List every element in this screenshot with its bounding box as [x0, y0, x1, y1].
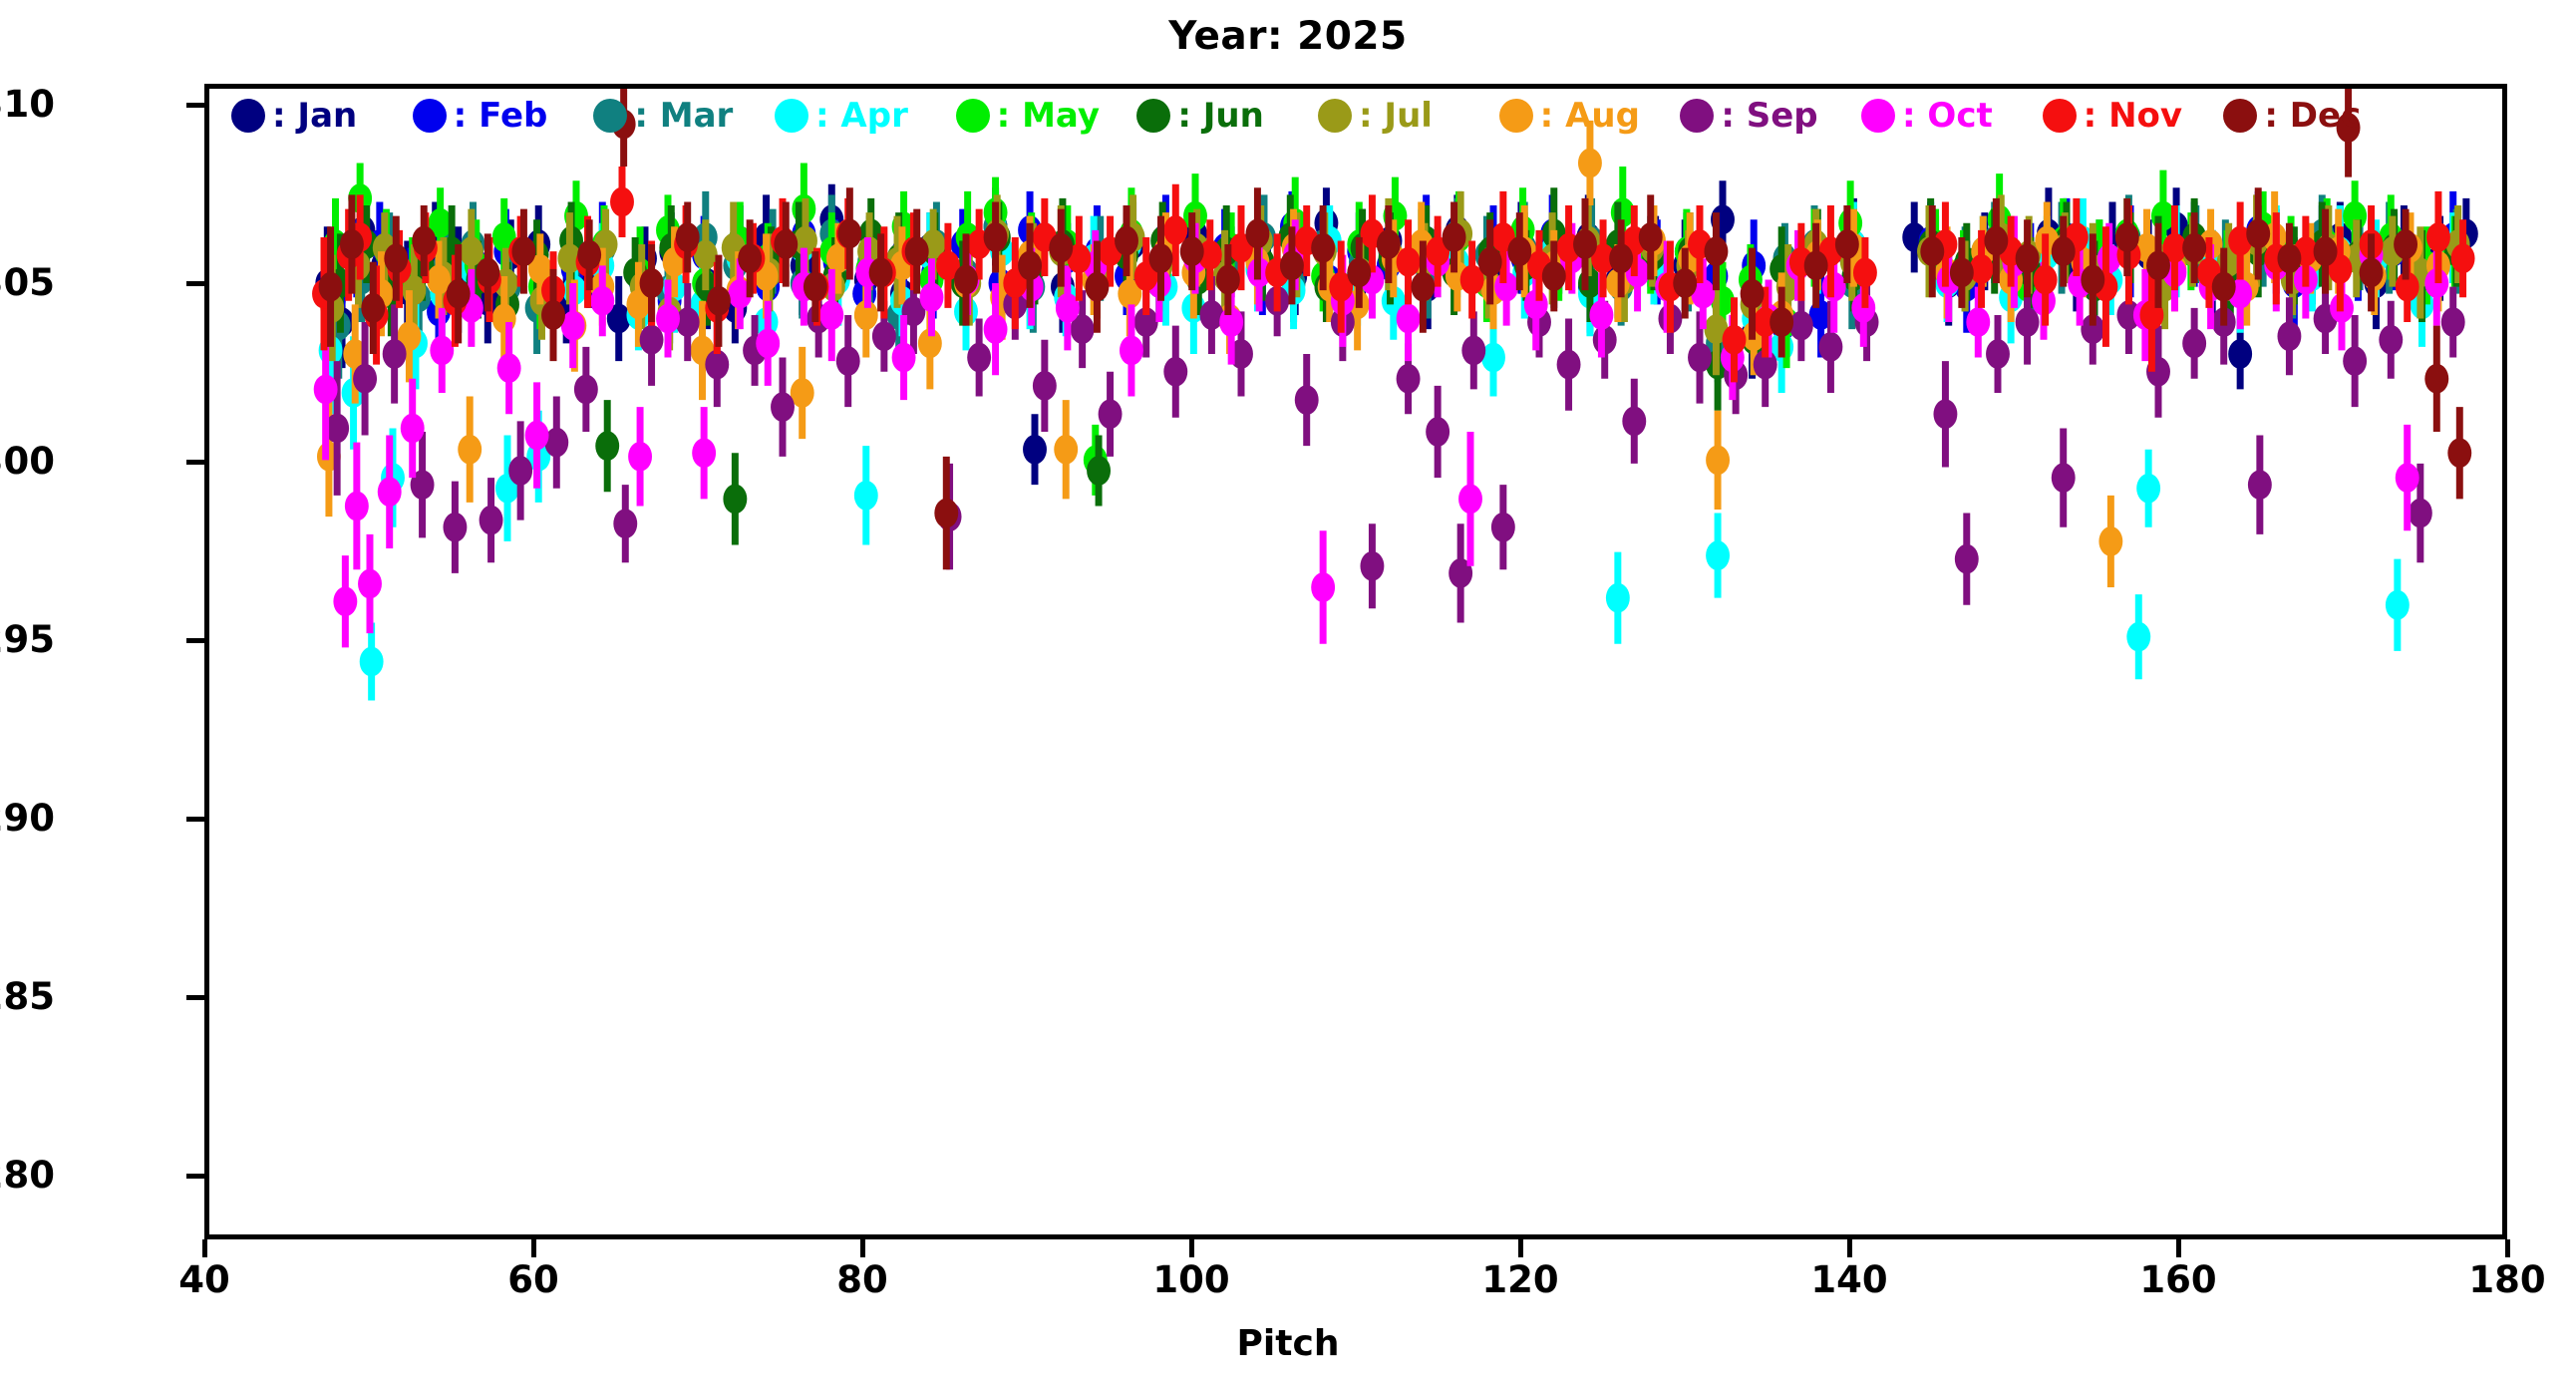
y-tick-label: 305: [0, 261, 55, 305]
y-axis-label-wrap: 4RT710T: [40, 84, 100, 1239]
series-aug: [316, 120, 2450, 588]
y-tick-mark: [186, 281, 204, 287]
plot-area[interactable]: : Jan: Feb: Mar: Apr: May: Jun: Jul: Aug…: [204, 84, 2507, 1239]
x-tick-mark: [2176, 1239, 2181, 1257]
series-dec: [318, 89, 2472, 570]
x-tick-label: 140: [1810, 1258, 1888, 1301]
page-title: Year: 2025: [1168, 14, 1408, 59]
x-tick-mark: [202, 1239, 207, 1257]
x-tick-label: 120: [1481, 1258, 1559, 1301]
x-tick-label: 40: [178, 1258, 230, 1301]
scatter-canvas: [312, 89, 2478, 701]
x-tick-mark: [1518, 1239, 1523, 1257]
x-tick-label: 60: [507, 1258, 559, 1301]
y-tick-mark: [186, 638, 204, 644]
y-tick-mark: [186, 1173, 204, 1179]
y-tick-label: 290: [0, 796, 55, 840]
x-tick-label: 80: [836, 1258, 888, 1301]
y-tick-label: 280: [0, 1153, 55, 1197]
y-tick-mark: [186, 460, 204, 466]
y-tick-label: 295: [0, 618, 55, 662]
y-tick-label: 285: [0, 974, 55, 1018]
y-tick-label: 300: [0, 440, 55, 484]
y-tick-mark: [186, 994, 204, 1000]
x-axis-label: Pitch: [1236, 1323, 1340, 1364]
x-tick-mark: [2505, 1239, 2510, 1257]
x-tick-mark: [531, 1239, 536, 1257]
y-tick-mark: [186, 816, 204, 822]
x-tick-mark: [860, 1239, 865, 1257]
x-tick-label: 100: [1152, 1258, 1230, 1301]
x-tick-label: 180: [2468, 1258, 2546, 1301]
y-tick-mark: [186, 103, 204, 109]
x-tick-mark: [1189, 1239, 1194, 1257]
x-tick-mark: [1847, 1239, 1852, 1257]
y-tick-label: 310: [0, 83, 55, 127]
x-tick-label: 160: [2139, 1258, 2217, 1301]
